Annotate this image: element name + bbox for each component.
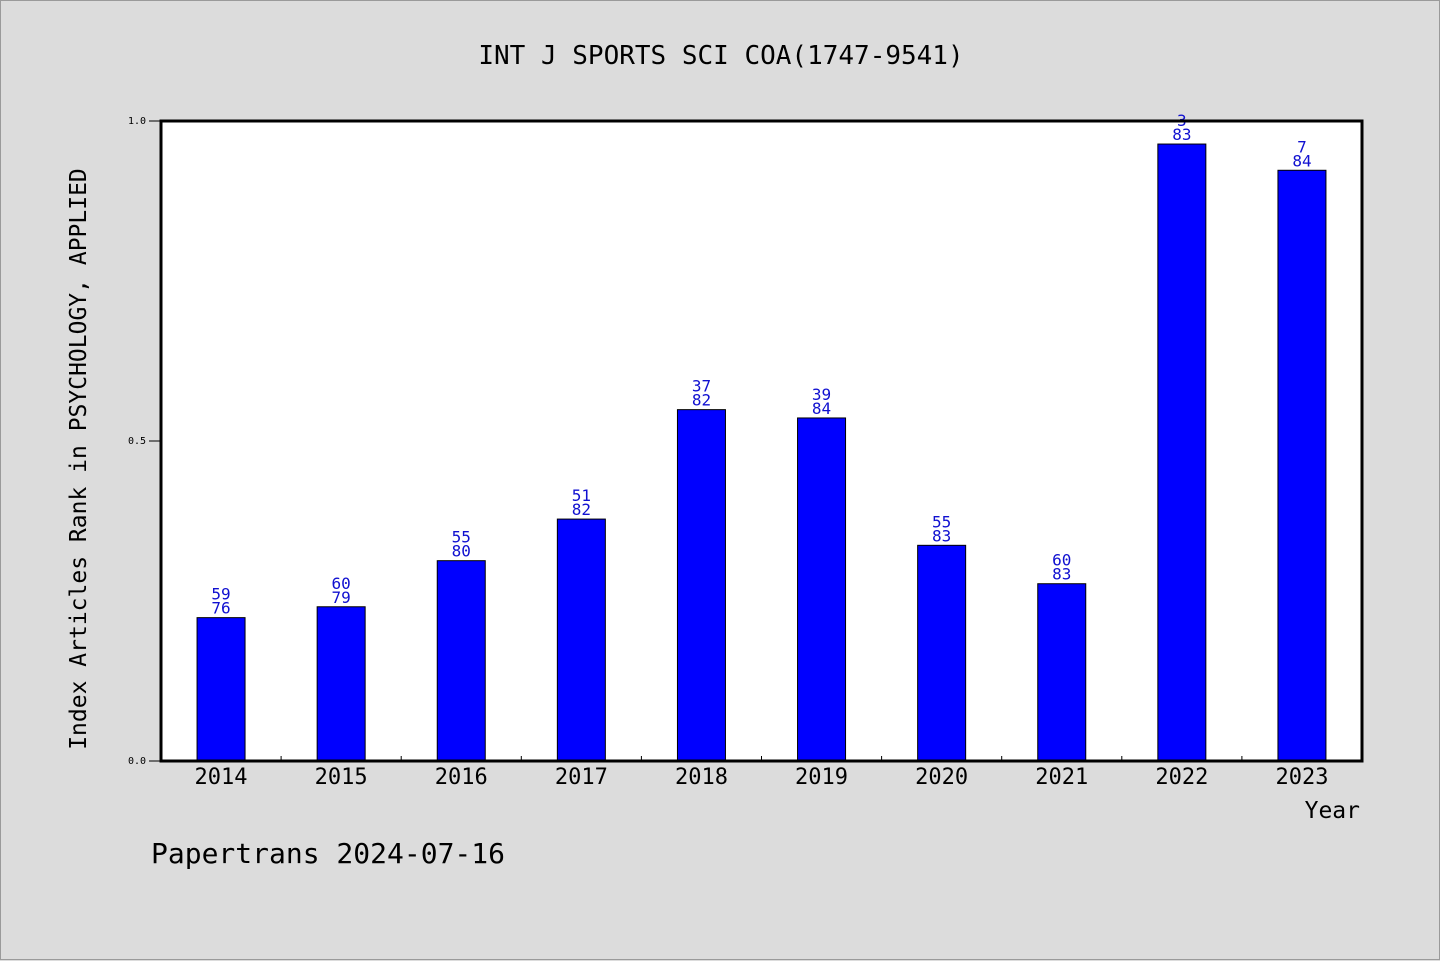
x-tick-label-2020: 2020 <box>915 765 968 790</box>
x-tick-label-2021: 2021 <box>1035 765 1088 790</box>
chart-title: INT J SPORTS SCI COA(1747-9541) <box>478 41 963 71</box>
y-tick-label-0.0: 0.0 <box>128 756 146 767</box>
bar-2017 <box>556 518 606 762</box>
data-label-total-2023: 84 <box>1292 151 1311 170</box>
bar-2016 <box>436 560 486 762</box>
plot-border <box>159 119 1364 763</box>
data-label-rank-2016: 55 <box>452 528 471 547</box>
data-label-total-2019: 84 <box>812 399 831 418</box>
bars-group <box>196 143 1327 762</box>
data-label-rank-2019: 39 <box>812 385 831 404</box>
data-label-total-2021: 83 <box>1052 565 1071 584</box>
y-tick-label-1.0: 1.0 <box>128 116 146 127</box>
x-tick-label-2018: 2018 <box>675 765 728 790</box>
data-label-total-2018: 82 <box>692 391 711 410</box>
data-label-rank-2021: 60 <box>1052 551 1071 570</box>
footer-credit: Papertrans 2024-07-16 <box>151 837 505 870</box>
bar-2022 <box>1157 143 1207 762</box>
y-axis-label: Index Articles Rank in PSYCHOLOGY, APPLI… <box>66 168 92 750</box>
data-label-total-2016: 80 <box>452 542 471 561</box>
bar-2019 <box>797 417 847 762</box>
data-label-rank-2020: 55 <box>932 512 951 531</box>
data-label-rank-2017: 51 <box>572 486 591 505</box>
data-label-total-2017: 82 <box>572 500 591 519</box>
x-tick-label-2023: 2023 <box>1275 765 1328 790</box>
x-tick-label-2017: 2017 <box>555 765 608 790</box>
x-tick-label-2015: 2015 <box>315 765 368 790</box>
bar-2023 <box>1277 169 1327 762</box>
data-label-total-2015: 79 <box>332 588 351 607</box>
bar-2015 <box>316 606 366 762</box>
bar-2020 <box>917 544 967 762</box>
data-label-rank-2023: 7 <box>1297 137 1307 156</box>
x-axis-label: Year <box>1305 798 1360 824</box>
y-tick-label-0.5: 0.5 <box>128 436 146 447</box>
data-label-rank-2014: 59 <box>211 585 230 604</box>
x-ticks-group: 2014 2015 2016 2017 2018 2019 2020 2021 2022 2023 <box>195 756 1328 790</box>
data-label-rank-2015: 60 <box>332 574 351 593</box>
x-tick-label-2014: 2014 <box>195 765 248 790</box>
y-ticks-group: 0.0 0.5 1.0 <box>128 116 161 767</box>
x-tick-label-2019: 2019 <box>795 765 848 790</box>
data-label-total-2020: 83 <box>932 526 951 545</box>
x-tick-label-2016: 2016 <box>435 765 488 790</box>
bar-2021 <box>1037 583 1087 762</box>
x-tick-label-2022: 2022 <box>1155 765 1208 790</box>
data-label-total-2014: 76 <box>211 599 230 618</box>
bar-2018 <box>676 409 726 762</box>
bar-2014 <box>196 617 246 762</box>
data-label-total-2022: 83 <box>1172 125 1191 144</box>
data-label-rank-2018: 37 <box>692 377 711 396</box>
